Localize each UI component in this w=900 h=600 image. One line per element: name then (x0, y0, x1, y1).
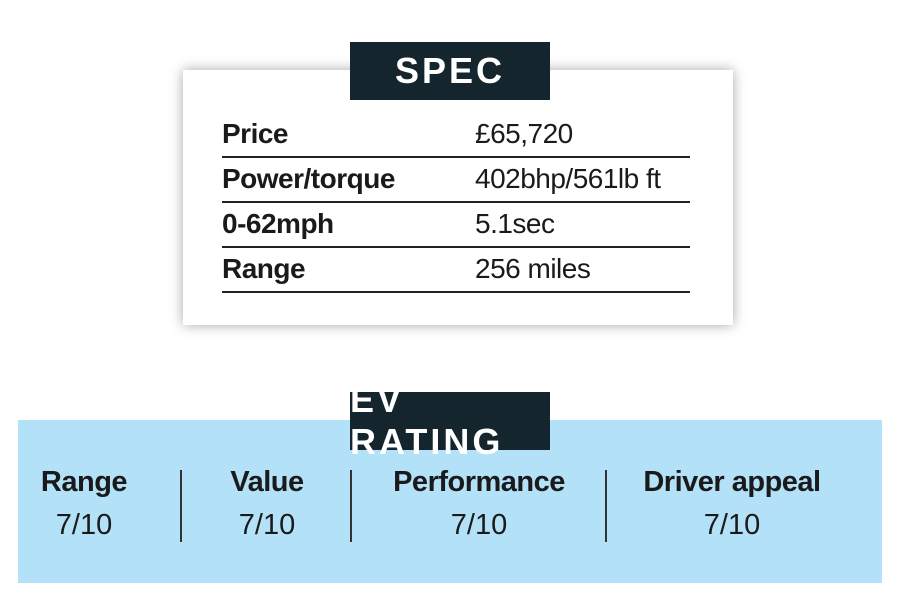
spec-title: SPEC (350, 42, 550, 100)
rating-score: 7/10 (55, 509, 113, 541)
divider (180, 470, 182, 542)
divider (605, 470, 607, 542)
rating-item: Value 7/10 (147, 466, 387, 542)
ev-rating-title: EV RATING (350, 379, 550, 462)
rating-label: Value (230, 466, 304, 498)
rating-score: 7/10 (703, 509, 761, 541)
divider (350, 470, 352, 542)
rating-label: Driver appeal (643, 466, 821, 498)
rating-score: 7/10 (238, 509, 296, 541)
rating-item: Performance 7/10 (359, 466, 599, 542)
spec-value: £65,720 (475, 118, 573, 149)
spec-row: 0-62mph 5.1sec (222, 202, 690, 248)
spec-label: 0-62mph (222, 208, 334, 239)
spec-card (183, 70, 733, 325)
rating-label: Range (40, 466, 128, 498)
rating-label: Performance (393, 466, 565, 498)
spec-row: Range 256 miles (222, 247, 690, 293)
spec-label: Range (222, 253, 306, 284)
spec-value: 402bhp/561lb ft (475, 163, 661, 194)
spec-row: Power/torque 402bhp/561lb ft (222, 157, 690, 203)
spec-value: 256 miles (475, 253, 591, 284)
spec-row: Price £65,720 (222, 112, 690, 158)
rating-item: Driver appeal 7/10 (612, 466, 852, 542)
rating-score: 7/10 (450, 509, 508, 541)
spec-label: Power/torque (222, 163, 395, 194)
spec-value: 5.1sec (475, 208, 555, 239)
rating-item: Range 7/10 (0, 466, 204, 542)
spec-label: Price (222, 118, 289, 149)
